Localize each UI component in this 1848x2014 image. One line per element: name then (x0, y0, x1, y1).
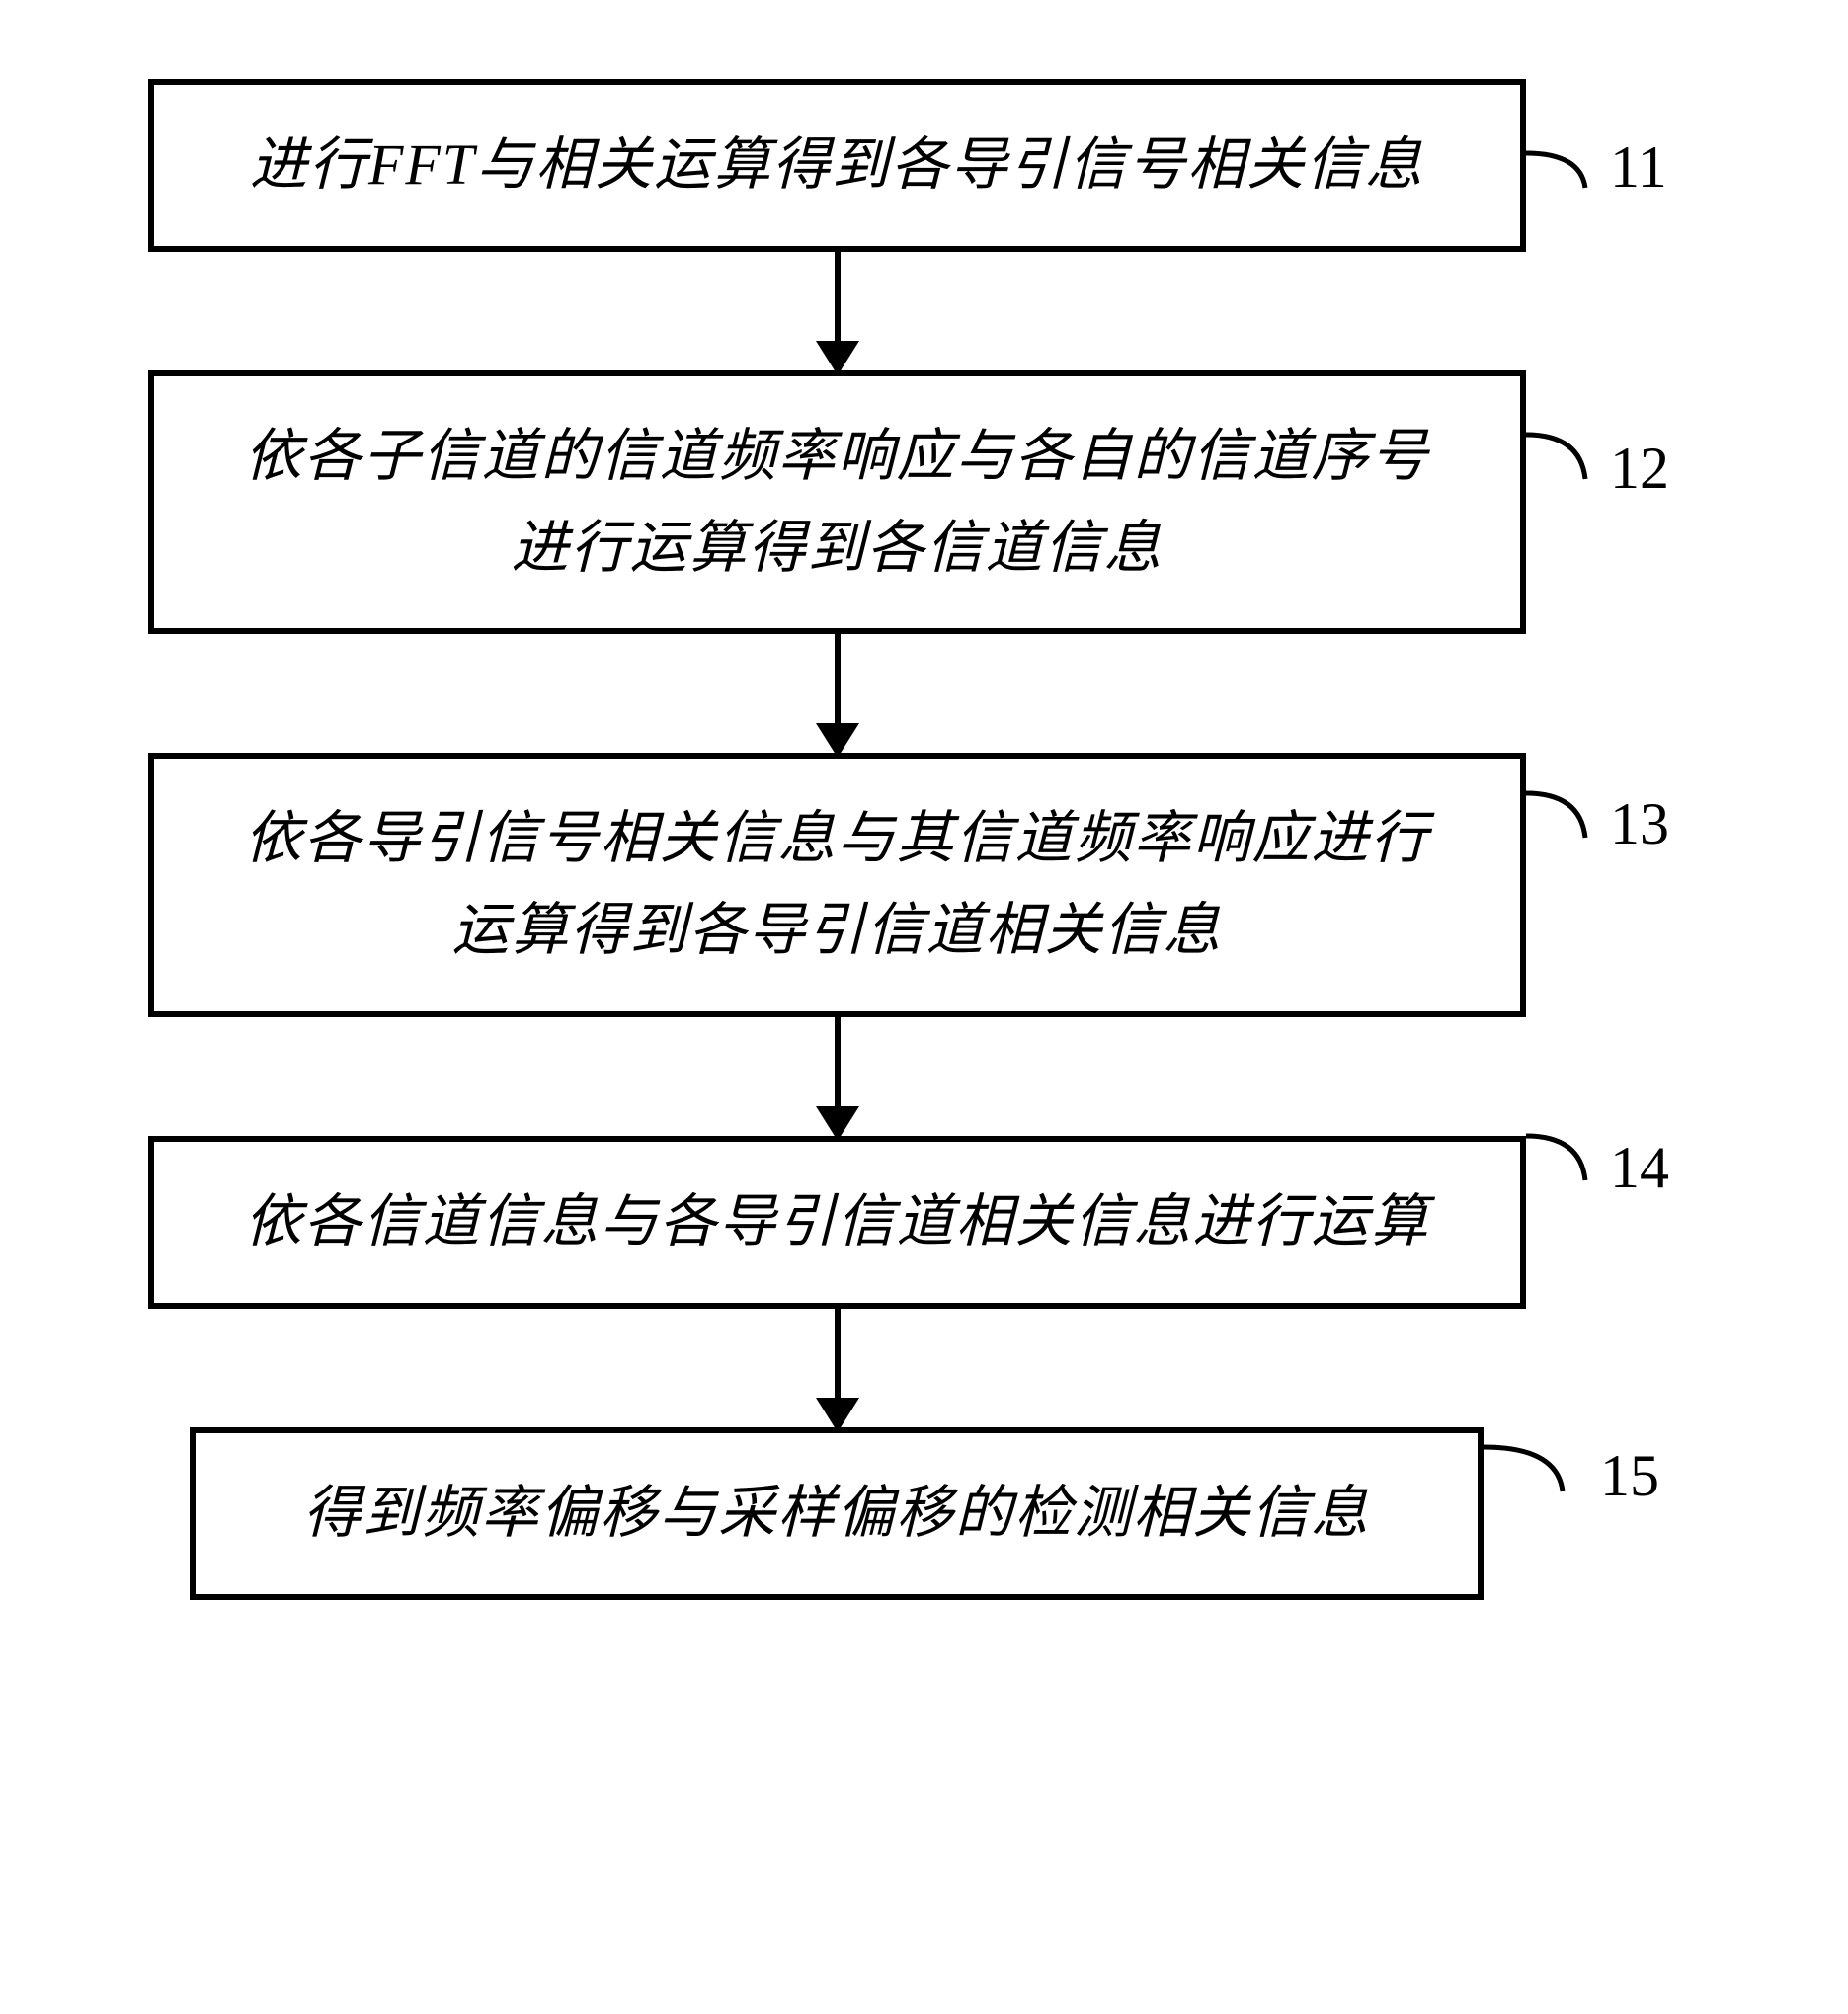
arrow-2-line (835, 634, 841, 728)
arrow-4 (148, 1309, 1526, 1427)
label-4: 14 (1610, 1134, 1669, 1202)
arrow-3 (148, 1017, 1526, 1136)
flowchart-box-5: 得到频率偏移与采样偏移的检测相关信息 (190, 1427, 1484, 1600)
label-3: 13 (1610, 790, 1669, 858)
arrow-4-line (835, 1309, 841, 1403)
label-1: 11 (1610, 133, 1667, 201)
box-2-text-line1: 依各子信道的信道频率响应与各自的信道序号 (194, 411, 1481, 503)
box-3-text-line2: 运算得到各导引信道相关信息 (194, 885, 1481, 977)
arrow-3-line (835, 1017, 841, 1111)
box-3-text-line1: 依各导引信号相关信息与其信道频率响应进行 (194, 793, 1481, 885)
box-4-text: 依各信道信息与各导引信道相关信息进行运算 (194, 1176, 1481, 1268)
box-1-text: 进行FFT与相关运算得到各导引信号相关信息 (194, 120, 1481, 211)
flowchart-box-4: 依各信道信息与各导引信道相关信息进行运算 (148, 1136, 1526, 1309)
flowchart-container: 进行FFT与相关运算得到各导引信号相关信息 11 依各子信道的信道频率响应与各自… (148, 79, 1700, 1600)
box-5-text: 得到频率偏移与采样偏移的检测相关信息 (235, 1468, 1438, 1560)
label-5: 15 (1600, 1442, 1659, 1510)
box-2-text-line2: 进行运算得到各信道信息 (194, 503, 1481, 595)
arrow-2 (148, 634, 1526, 753)
arrow-1-line (835, 252, 841, 346)
arrow-1 (148, 252, 1526, 370)
flowchart-box-2: 依各子信道的信道频率响应与各自的信道序号 进行运算得到各信道信息 (148, 370, 1526, 635)
flowchart-box-3: 依各导引信号相关信息与其信道频率响应进行 运算得到各导引信道相关信息 (148, 753, 1526, 1017)
label-2: 12 (1610, 435, 1669, 503)
flowchart-box-1: 进行FFT与相关运算得到各导引信号相关信息 (148, 79, 1526, 252)
